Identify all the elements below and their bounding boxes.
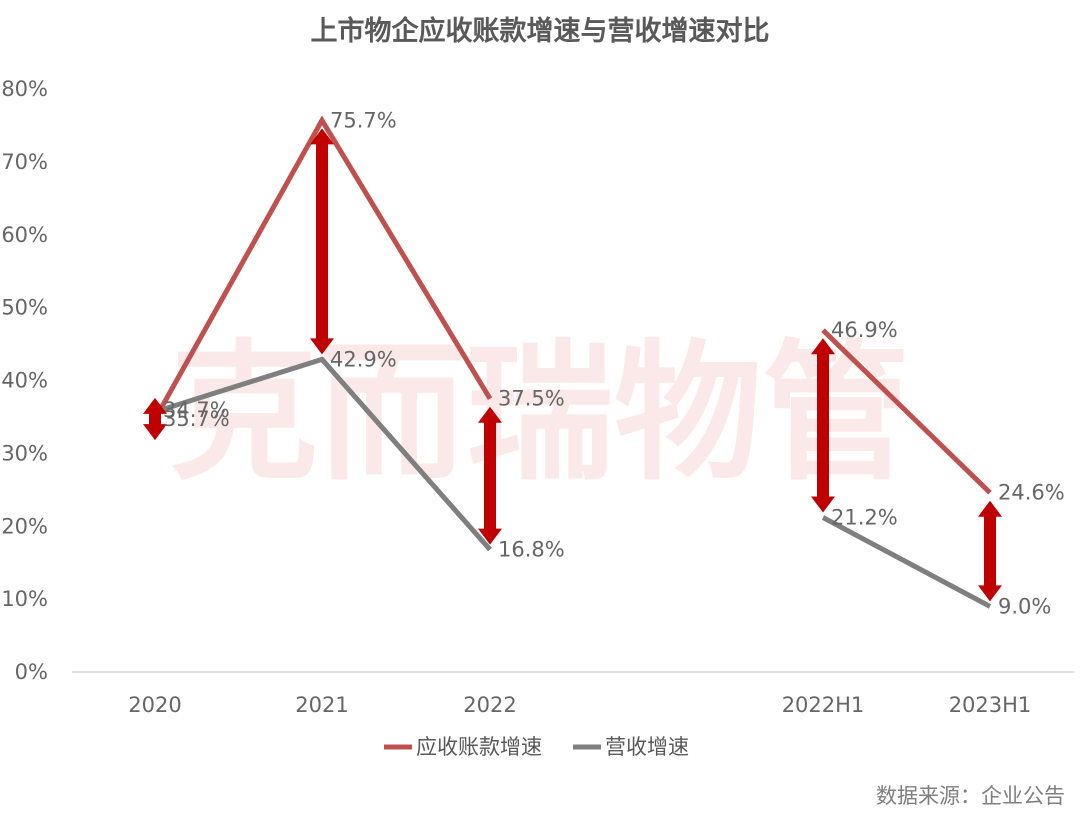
data-label: 24.6% <box>998 481 1065 505</box>
series-line-revenue <box>821 515 992 609</box>
chart-title: 上市物企应收账款增速与营收增速对比 <box>311 15 770 47</box>
x-tick-label: 2020 <box>128 693 181 717</box>
data-label: 9.0% <box>998 594 1051 618</box>
gap-arrows <box>143 128 1002 602</box>
x-tick-label: 2022 <box>463 693 516 717</box>
data-label: 42.9% <box>330 347 397 371</box>
data-label: 35.7% <box>163 407 230 431</box>
source-note: 数据来源：企业公告 <box>876 784 1065 808</box>
legend-label: 应收账款增速 <box>416 735 542 759</box>
y-axis: 0% 10% 20% 30% 40% 50% 60% 70% 80% <box>1 77 48 684</box>
data-label: 34.7% <box>163 398 230 422</box>
x-tick-label: 2023H1 <box>949 693 1032 717</box>
y-tick-label: 70% <box>1 150 48 174</box>
gap-arrow <box>310 128 334 355</box>
data-label: 21.2% <box>831 506 898 530</box>
y-tick-label: 80% <box>1 77 48 101</box>
gap-arrow <box>143 397 167 441</box>
gap-arrow <box>978 500 1002 602</box>
y-tick-label: 40% <box>1 369 48 393</box>
legend-label: 营收增速 <box>605 735 689 759</box>
watermark: 克而瑞物管 <box>170 327 910 501</box>
series-line-receivables <box>821 328 992 495</box>
y-tick-label: 20% <box>1 514 48 538</box>
data-label: 46.9% <box>831 318 898 342</box>
series-line-revenue <box>154 356 492 552</box>
data-label: 16.8% <box>498 538 565 562</box>
data-labels: 34.7% 75.7% 37.5% 46.9% 24.6% 35.7% 42.9% 16.8%… <box>163 108 1065 618</box>
y-tick-label: 50% <box>1 296 48 320</box>
x-tick-label: 2022H1 <box>782 693 865 717</box>
y-tick-label: 60% <box>1 223 48 247</box>
data-label: 75.7% <box>330 108 397 132</box>
data-label: 37.5% <box>498 387 565 411</box>
y-tick-label: 30% <box>1 441 48 465</box>
x-axis: 2020 2021 2022 2022H1 2023H1 <box>128 693 1031 717</box>
gap-arrow <box>811 338 835 513</box>
series-line-receivables <box>152 115 493 421</box>
gap-arrow <box>478 406 502 545</box>
y-tick-label: 10% <box>1 587 48 611</box>
x-tick-label: 2021 <box>295 693 348 717</box>
legend: 应收账款增速 营收增速 <box>384 735 689 759</box>
series-lines <box>152 115 992 609</box>
y-tick-label: 0% <box>15 660 48 684</box>
